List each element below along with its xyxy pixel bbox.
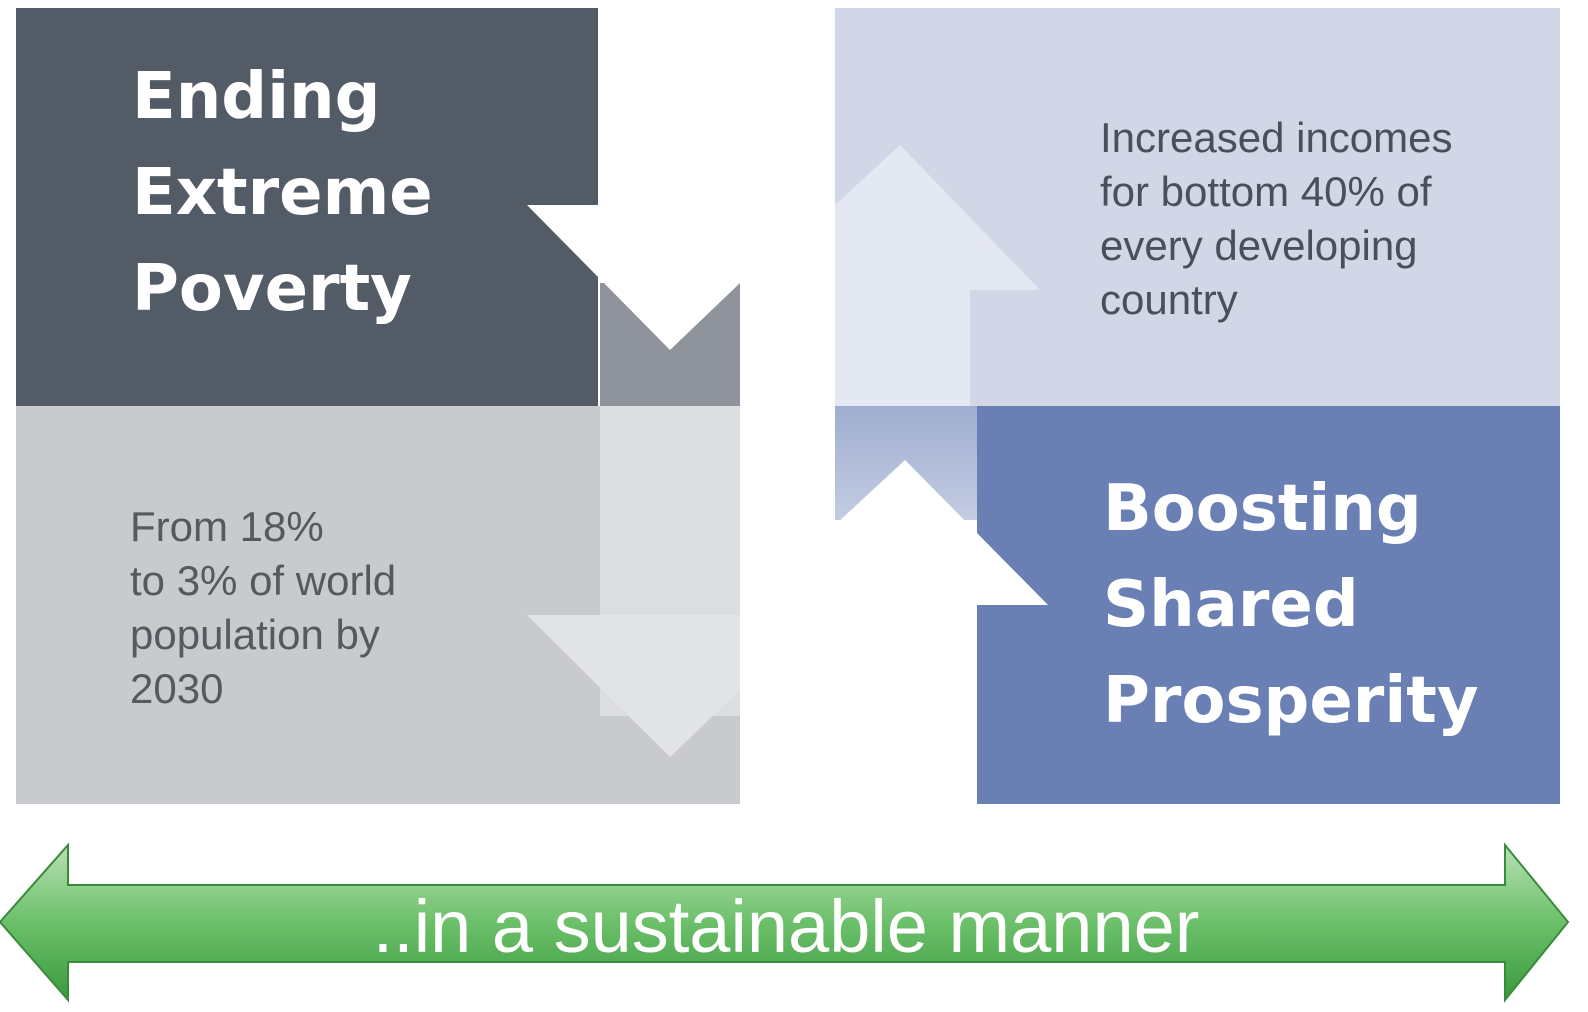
left-title-line: Poverty <box>132 252 412 326</box>
down-arrow-head-lower <box>527 615 740 757</box>
left-description-line: From 18% <box>130 503 324 550</box>
right-title-line: Prosperity <box>1103 664 1479 738</box>
left-title-line: Extreme <box>132 156 433 230</box>
up-arrow-lower <box>835 460 1048 804</box>
left-description-line: to 3% of world <box>130 557 396 604</box>
banner-text: ..in a sustainable manner <box>373 885 1200 968</box>
right-lower-panel <box>977 406 1560 804</box>
double-arrow <box>0 842 1570 1003</box>
right-description-line: every developing <box>1100 222 1418 269</box>
left-description-line: 2030 <box>130 665 223 712</box>
left-upper-panel <box>16 8 598 406</box>
right-description-line: Increased incomes <box>1100 114 1453 161</box>
down-arrow-head <box>527 205 740 350</box>
left-description-line: population by <box>130 611 380 658</box>
right-title-line: Shared <box>1103 568 1359 642</box>
right-title-line: Boosting <box>1103 472 1422 546</box>
up-arrow-upper <box>835 145 1040 406</box>
left-title-line: Ending <box>132 60 380 134</box>
right-description-line: country <box>1100 276 1238 323</box>
right-description-line: for bottom 40% of <box>1100 168 1432 215</box>
